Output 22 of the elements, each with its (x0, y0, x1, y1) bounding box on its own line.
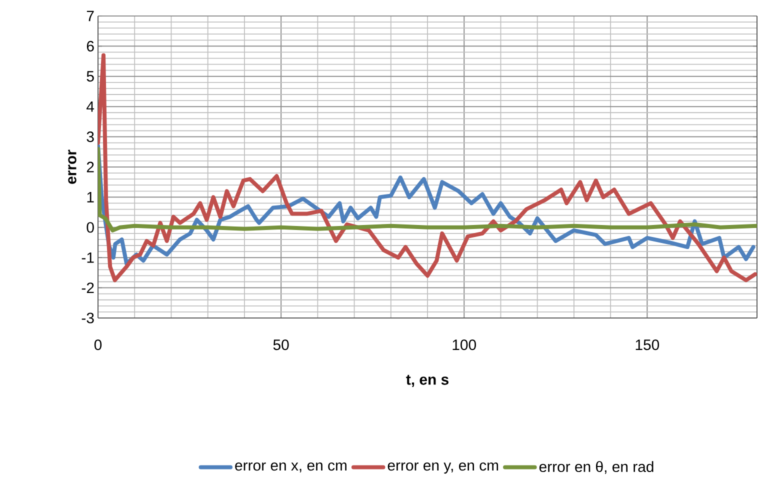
y-axis-title: error (68, 150, 76, 184)
y-tick-label: 0 (86, 222, 94, 233)
legend-label: error en y, en cm (388, 462, 498, 474)
y-tick-label: 4 (86, 101, 94, 112)
y-tick-label: 6 (86, 40, 94, 52)
y-tick-label: 1 (87, 192, 94, 202)
y-tick-label: -1 (82, 252, 94, 263)
y-tick-label: 2 (86, 162, 94, 172)
line-series (98, 53, 758, 282)
y-tick-label: -3 (82, 312, 94, 324)
x-axis-title: t, en s (406, 374, 448, 387)
y-tick-label: 3 (86, 131, 94, 142)
y-tick-label: -2 (82, 282, 94, 294)
x-tick-label: 100 (452, 340, 476, 350)
line-series (98, 146, 758, 232)
y-tick-label: 5 (86, 71, 94, 82)
x-tick-label: 50 (273, 340, 289, 350)
legend-label: error en θ, en rad (539, 461, 654, 474)
x-tick-label: 150 (636, 340, 660, 350)
x-tick-label: 0 (94, 340, 102, 350)
legend-label: error en x, en cm (235, 462, 346, 472)
y-tick-label: 7 (86, 10, 94, 22)
